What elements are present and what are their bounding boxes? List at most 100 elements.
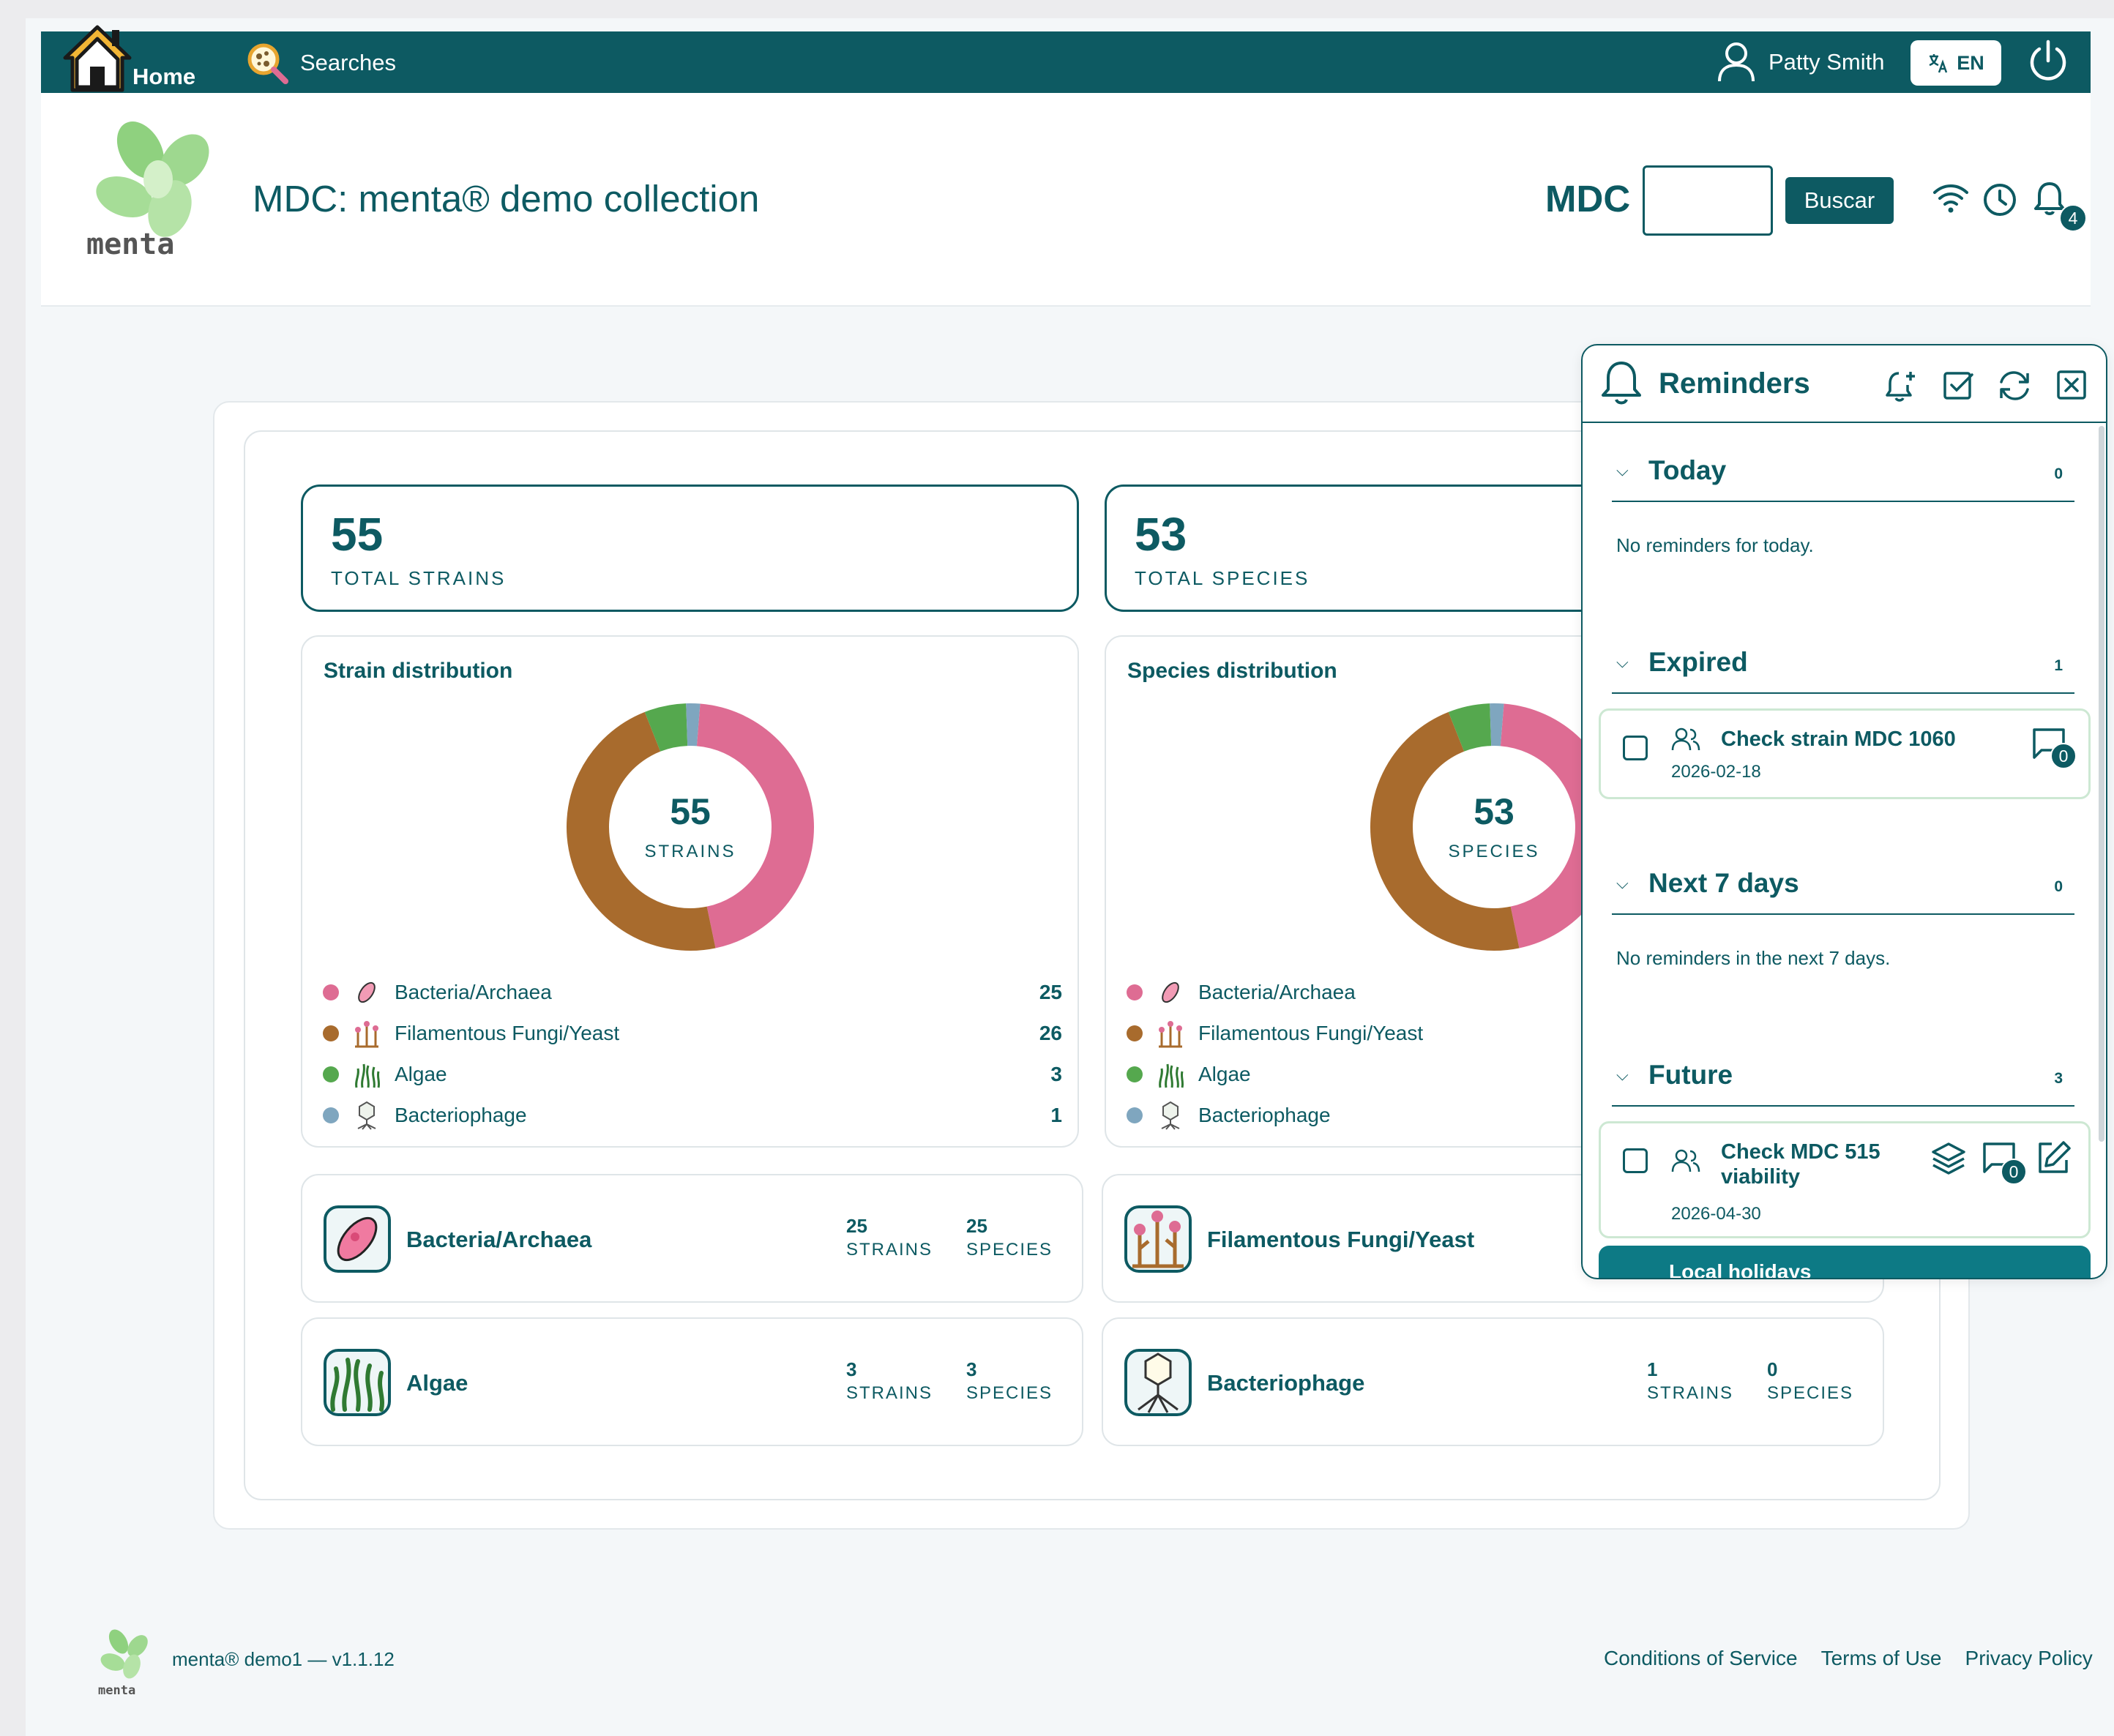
mint-leaf-logo-icon: menta <box>86 121 209 261</box>
people-icon <box>1671 1149 1700 1172</box>
svg-text:menta: menta <box>86 228 174 258</box>
bacteriophage-icon <box>1124 1349 1192 1416</box>
reminder-title: Check strain MDC 1060 <box>1721 727 1956 751</box>
section-count: 0 <box>2054 878 2063 895</box>
legend-label: Bacteria/Archaea <box>1198 981 1356 1003</box>
section-count: 3 <box>2054 1070 2063 1087</box>
history-button[interactable] <box>1982 182 2017 221</box>
reminders-title: Reminders <box>1659 367 1810 400</box>
legend-row-algae[interactable]: Algae 3 <box>323 1054 1062 1095</box>
legend-row-fungi[interactable]: Filamentous Fungi/Yeast <box>1127 1013 1866 1054</box>
reminder-checkbox[interactable] <box>1623 736 1648 760</box>
section-name: Today <box>1648 455 1727 485</box>
species-distribution-title: Species distribution <box>1127 659 1337 683</box>
category-strains-label: STRAINS <box>1647 1383 1734 1403</box>
donut-slice-filamentous-fungi-yeast[interactable] <box>1370 711 1520 951</box>
section-next-7-days[interactable]: ⌵ Next 7 days 0 <box>1612 853 2074 915</box>
legend-row-fungi[interactable]: Filamentous Fungi/Yeast 26 <box>323 1013 1062 1054</box>
add-reminder-icon[interactable] <box>1884 369 1918 403</box>
donut-slice-algae[interactable] <box>644 703 689 752</box>
category-name: Algae <box>406 1370 468 1396</box>
language-label: EN <box>1957 51 1984 74</box>
reminder-checkbox[interactable] <box>1623 1148 1648 1173</box>
legend-dot <box>1127 984 1143 1000</box>
category-strains-label: STRAINS <box>846 1383 933 1403</box>
legend-dot <box>1127 1066 1143 1082</box>
algae-icon <box>1159 1063 1184 1088</box>
category-species-value: 25 <box>966 1215 987 1237</box>
legend-value: 3 <box>1050 1063 1062 1085</box>
check-all-icon[interactable] <box>1941 369 1975 403</box>
bell-icon <box>1602 362 1641 405</box>
people-icon <box>1671 727 1700 751</box>
legend-dot <box>323 984 339 1000</box>
clock-icon <box>1984 184 2016 216</box>
category-species-label: SPECIES <box>966 1383 1053 1403</box>
privacy-link[interactable]: Privacy Policy <box>1965 1647 2093 1669</box>
reminder-title: Local holidays <box>1669 1260 1812 1279</box>
chevron-down-icon: ⌵ <box>1616 1066 1629 1084</box>
page-title: MDC: menta® demo collection <box>253 178 760 220</box>
legend-row-algae[interactable]: Algae <box>1127 1054 1866 1095</box>
donut-slice-algae[interactable] <box>1448 703 1493 752</box>
layers-icon[interactable] <box>1930 1141 1967 1176</box>
page-header: menta MDC: menta® demo collection MDC Bu… <box>41 93 2091 307</box>
legend-label: Bacteria/Archaea <box>395 981 552 1003</box>
legend-row-bacteria[interactable]: Bacteria/Archaea 25 <box>323 972 1062 1013</box>
legend-dot <box>323 1066 339 1082</box>
chevron-down-icon: ⌵ <box>1616 461 1629 479</box>
language-button[interactable]: EN <box>1911 40 2001 86</box>
menta-logo[interactable]: menta <box>82 115 228 262</box>
species-donut-center-value: 53 <box>1474 791 1514 832</box>
donut-slice-filamentous-fungi-yeast[interactable] <box>567 711 716 951</box>
legend-dot <box>323 1025 339 1041</box>
edit-icon[interactable] <box>2036 1140 2072 1175</box>
reminder-item-highlighted[interactable]: Local holidays <box>1599 1246 2091 1279</box>
legend-dot <box>1127 1107 1143 1123</box>
footer-version: menta® demo1 — v1.1.12 <box>172 1648 395 1670</box>
donut-slice-bacteria-archaea[interactable] <box>696 703 814 949</box>
section-today[interactable]: ⌵ Today 0 <box>1612 441 2074 502</box>
strain-donut-chart <box>567 703 814 951</box>
strain-number-input[interactable] <box>1643 165 1773 236</box>
chevron-down-icon: ⌵ <box>1616 874 1629 892</box>
reminder-item[interactable]: Check MDC 515 viability 2026-04-30 0 <box>1599 1121 2091 1238</box>
legend-label: Bacteriophage <box>1198 1104 1331 1126</box>
legend-label: Filamentous Fungi/Yeast <box>395 1022 620 1044</box>
total-strains-value: 55 <box>331 508 384 561</box>
total-strains-card[interactable]: 55 TOTAL STRAINS <box>301 484 1079 612</box>
wifi-icon <box>1933 184 1968 213</box>
refresh-icon[interactable] <box>1997 369 2032 403</box>
legend-row-bacteriophage[interactable]: Bacteriophage <box>1127 1095 1866 1136</box>
category-strains-value: 25 <box>846 1215 867 1237</box>
close-panel-icon[interactable] <box>2055 369 2088 401</box>
section-count: 0 <box>2054 465 2063 482</box>
legend-dot <box>1127 1025 1143 1041</box>
category-card-bacteriophage[interactable]: Bacteriophage 1 STRAINS 0 SPECIES <box>1102 1317 1884 1446</box>
connection-status[interactable] <box>1932 182 1969 218</box>
search-magnifier-icon <box>247 43 288 84</box>
legend-row-bacteriophage[interactable]: Bacteriophage 1 <box>323 1095 1062 1136</box>
legend-row-bacteria[interactable]: Bacteria/Archaea <box>1127 972 1866 1013</box>
legend-label: Filamentous Fungi/Yeast <box>1198 1022 1424 1044</box>
comment-count-badge: 0 <box>2050 743 2077 769</box>
category-card-algae[interactable]: Algae 3 STRAINS 3 SPECIES <box>301 1317 1083 1446</box>
logout-button[interactable] <box>2026 39 2070 88</box>
nav-home[interactable]: Home <box>59 20 195 96</box>
section-expired[interactable]: ⌵ Expired 1 <box>1612 632 2074 694</box>
legend-value: 25 <box>1039 981 1062 1003</box>
user-menu[interactable]: Patty Smith <box>1716 40 1885 84</box>
category-name: Filamentous Fungi/Yeast <box>1207 1227 1475 1252</box>
reminder-item[interactable]: Check strain MDC 1060 2026-02-18 0 <box>1599 708 2091 799</box>
reminders-header: Reminders <box>1583 345 2106 423</box>
panel-scrollbar[interactable] <box>2099 426 2104 1142</box>
search-button[interactable]: Buscar <box>1785 177 1894 224</box>
section-future[interactable]: ⌵ Future 3 <box>1612 1045 2074 1107</box>
notifications-button[interactable] <box>2032 181 2067 221</box>
nav-searches[interactable]: Searches <box>246 42 396 84</box>
nav-home-label: Home <box>132 64 196 89</box>
category-strains-value: 1 <box>1647 1358 1658 1380</box>
terms-link[interactable]: Terms of Use <box>1820 1647 1942 1669</box>
conditions-link[interactable]: Conditions of Service <box>1604 1647 1798 1669</box>
category-card-bacteria[interactable]: Bacteria/Archaea 25 STRAINS 25 SPECIES <box>301 1174 1083 1303</box>
